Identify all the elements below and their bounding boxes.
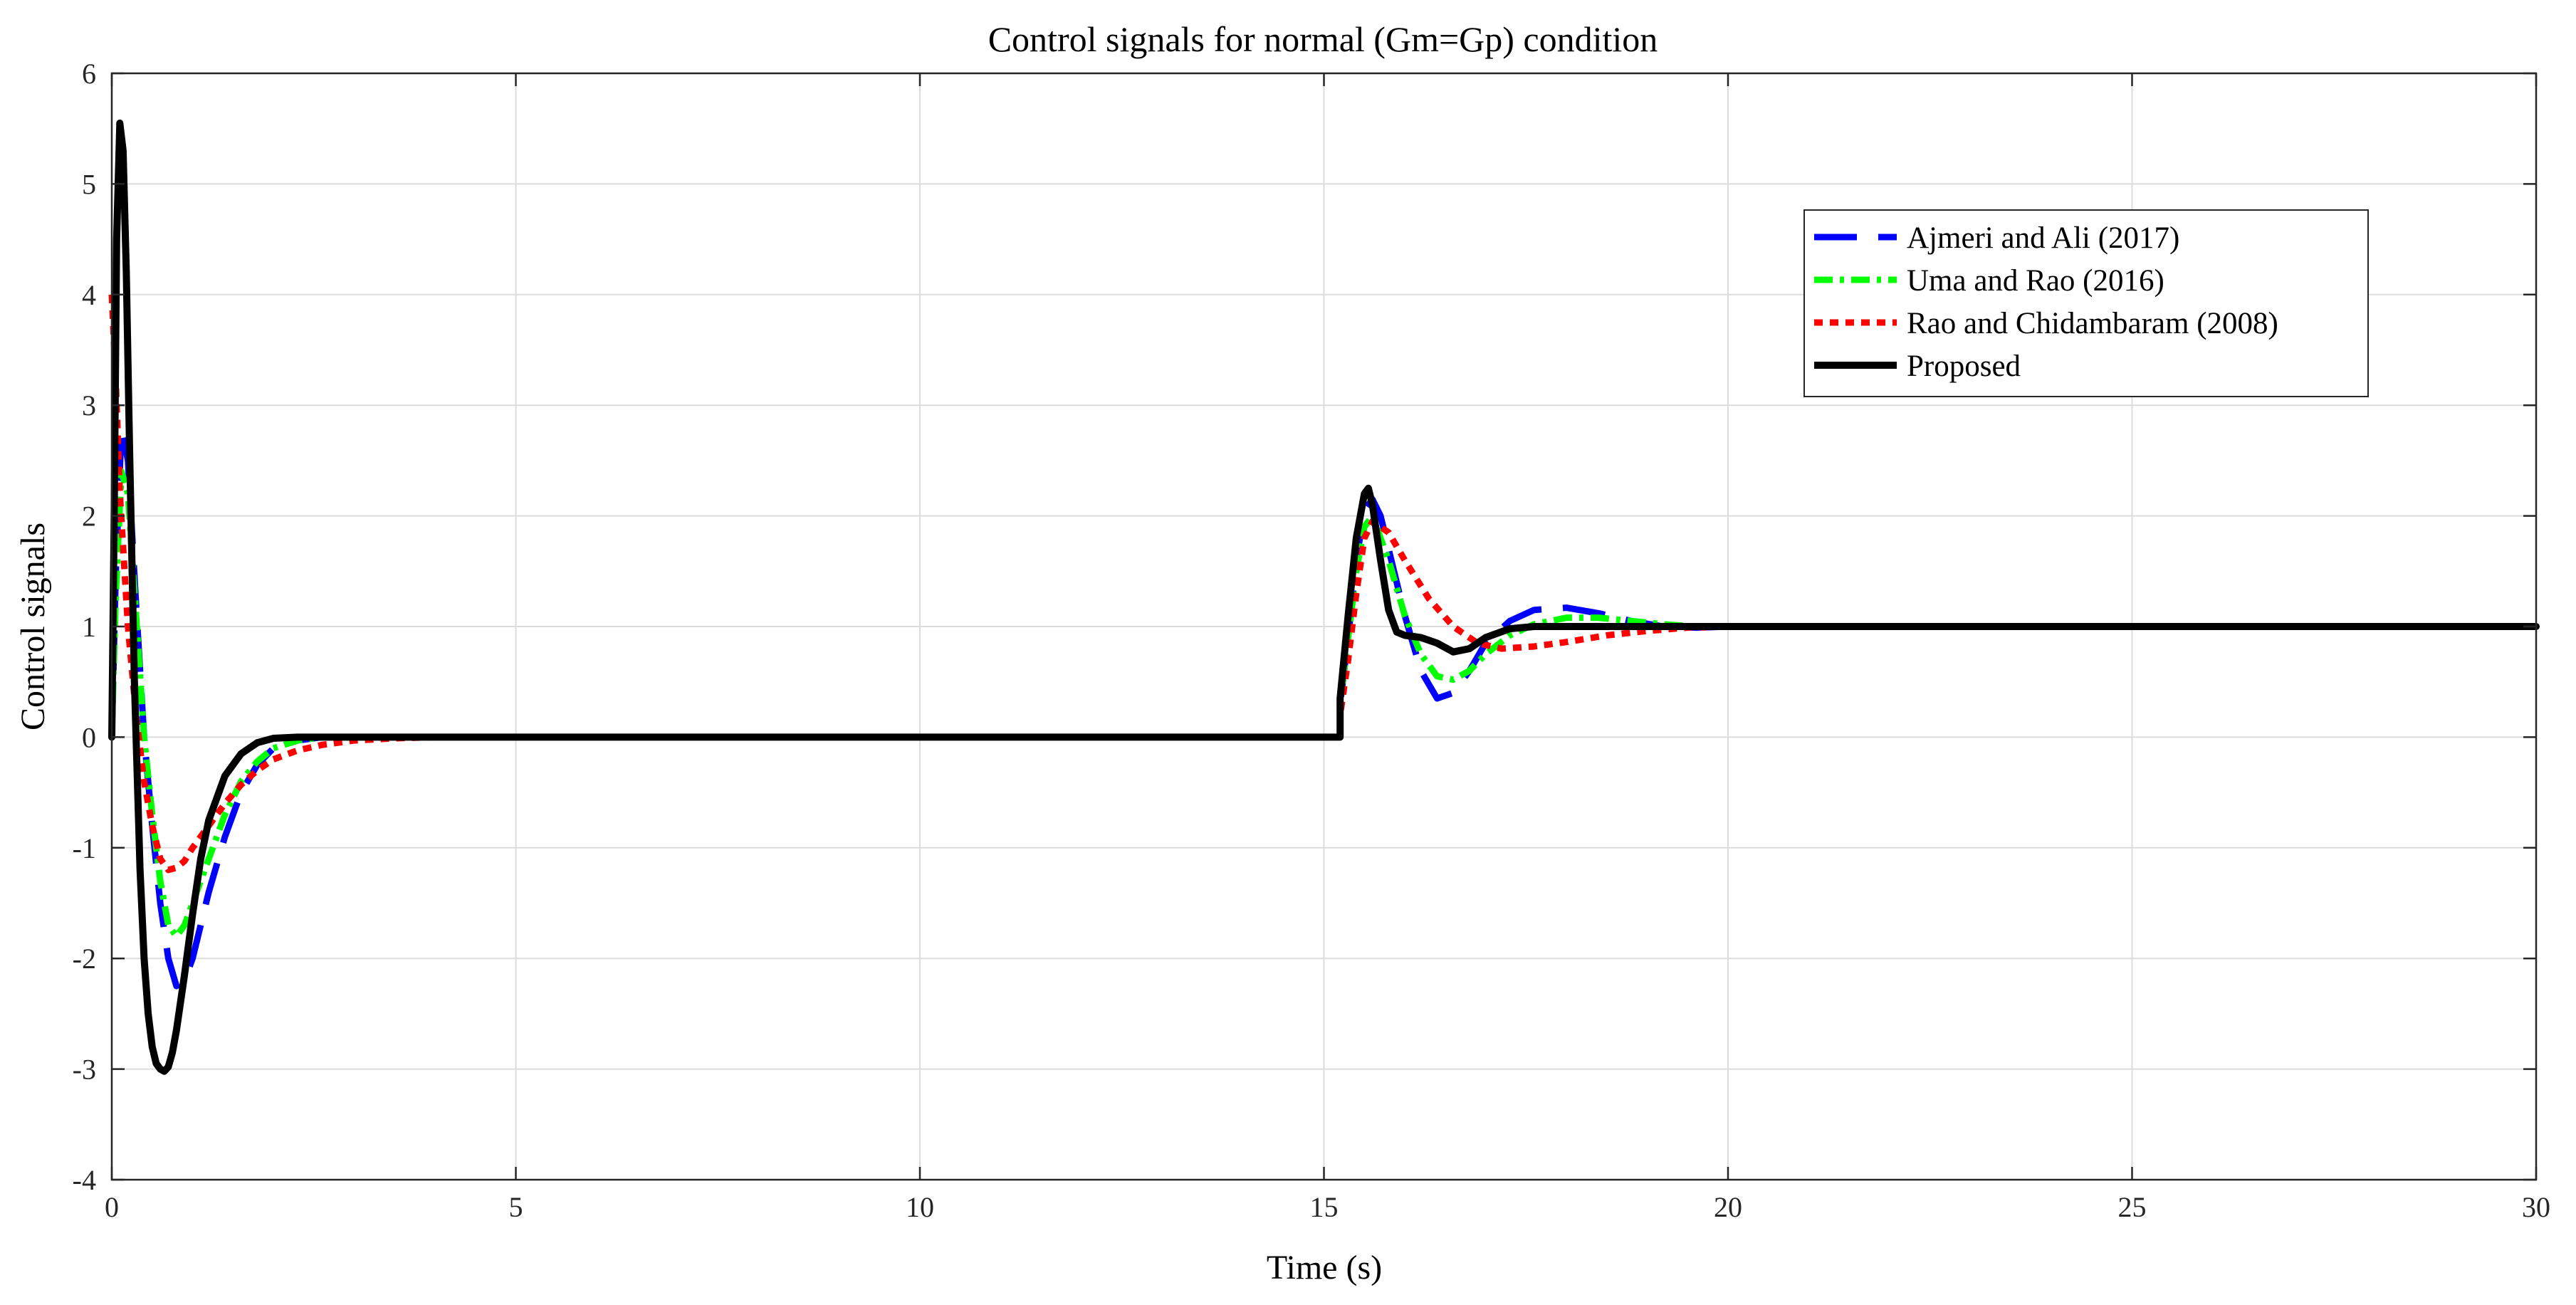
y-tick-label: 0 [82, 721, 96, 753]
x-tick-label: 25 [2118, 1191, 2147, 1223]
x-tick-label: 15 [1310, 1191, 1339, 1223]
tick-marks [110, 72, 2538, 1181]
legend-box [1803, 209, 2369, 397]
series-line-4 [108, 119, 2540, 1075]
y-tick-label: -3 [73, 1054, 96, 1086]
legend-label-4: Proposed [1907, 350, 2021, 383]
y-tick-label: 3 [82, 389, 96, 421]
chart-title: Control signals for normal (Gm=Gp) condi… [988, 19, 1658, 59]
x-tick-label: 10 [906, 1191, 934, 1223]
x-tick-label: 20 [1714, 1191, 1742, 1223]
x-axis-title: Time (s) [1267, 1249, 1382, 1286]
legend: Ajmeri and Ali (2017) Uma and Rao (2016) R… [1803, 209, 2369, 397]
x-tick-label: 0 [105, 1191, 119, 1223]
legend-label-2: Uma and Rao (2016) [1907, 264, 2164, 298]
x-tick-labels: 0 5 10 15 20 25 30 [105, 1191, 2550, 1223]
legend-label-1: Ajmeri and Ali (2017) [1907, 221, 2179, 255]
x-tick-label: 30 [2522, 1191, 2550, 1223]
legend-entries: Ajmeri and Ali (2017) Uma and Rao (2016) R… [1814, 221, 2278, 383]
y-tick-label: -2 [73, 943, 96, 975]
y-tick-label: 2 [82, 500, 96, 533]
y-tick-label: 4 [82, 279, 96, 311]
y-tick-label: -1 [73, 832, 96, 864]
y-tick-label: 6 [82, 58, 96, 90]
series-line-1 [108, 424, 2536, 990]
y-axis-title: Control signals [14, 523, 52, 730]
legend-label-3: Rao and Chidambaram (2008) [1907, 307, 2278, 340]
y-tick-label: 1 [82, 611, 96, 643]
y-tick-labels: 6 5 4 3 2 1 0 -1 -2 -3 -4 [73, 58, 96, 1196]
series-layer [108, 119, 2540, 1075]
y-tick-label: 5 [82, 168, 96, 200]
x-tick-label: 5 [509, 1191, 523, 1223]
y-tick-label: -4 [73, 1164, 96, 1196]
